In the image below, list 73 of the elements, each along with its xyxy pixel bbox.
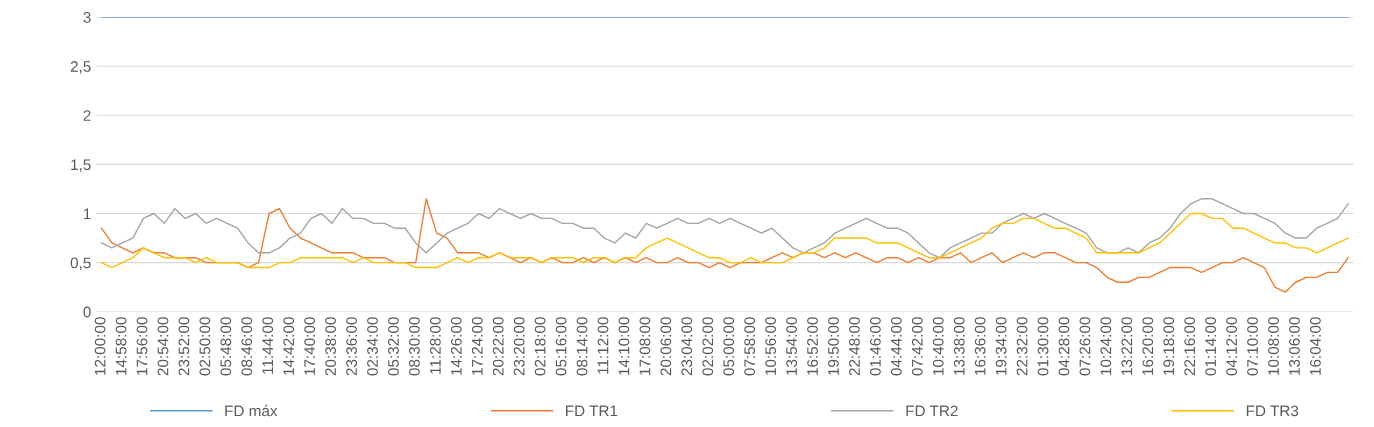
x-tick-label: 23:52:00 <box>178 317 190 376</box>
x-tick-label: 19:50:00 <box>828 317 839 375</box>
x-tick-label: 10:24:00 <box>1100 317 1112 375</box>
legend-label: FD TR3 <box>1246 405 1299 417</box>
x-tick-label: 10:56:00 <box>765 317 777 375</box>
x-tick-label: 17:08:00 <box>639 317 651 375</box>
x-tick-label: 20:22:00 <box>492 317 504 376</box>
x-tick-label: 08:46:00 <box>241 317 253 376</box>
x-tick-label: 17:24:00 <box>471 317 483 375</box>
x-tick-label: 20:06:00 <box>660 317 672 376</box>
x-tick-label: 17:56:00 <box>136 317 148 375</box>
x-tick-label: 02:18:00 <box>534 317 546 376</box>
x-tick-label: 07:58:00 <box>744 317 756 376</box>
x-tick-label: 23:36:00 <box>346 317 357 376</box>
x-tick-label: 16:36:00 <box>974 317 986 375</box>
legend-label: FD TR2 <box>906 405 958 417</box>
x-tick-label: 20:38:00 <box>325 317 337 376</box>
x-tick-label: 05:16:00 <box>555 317 567 376</box>
x-tick-label: 14:58:00 <box>115 317 127 375</box>
x-tick-label: 22:32:00 <box>1016 317 1028 376</box>
x-tick-label: 23:04:00 <box>681 317 693 376</box>
x-tick-label: 13:06:00 <box>1289 317 1300 375</box>
x-tick-label: 11:44:00 <box>262 317 274 374</box>
x-tick-label: 10:40:00 <box>932 317 944 375</box>
x-tick-label: 08:30:00 <box>409 317 420 376</box>
x-tick-label: 08:14:00 <box>576 317 588 376</box>
y-tick-label: 2,5 <box>70 61 91 74</box>
x-tick-label: 13:54:00 <box>786 317 797 375</box>
x-tick-label: 01:30:00 <box>1037 317 1049 376</box>
x-tick-label: 05:00:00 <box>723 317 735 376</box>
legend-label: FD máx <box>225 404 278 417</box>
x-tick-label: 04:44:00 <box>890 317 902 376</box>
x-tick-label: 20:54:00 <box>157 317 169 376</box>
x-tick-label: 23:20:00 <box>513 317 525 376</box>
x-tick-label: 16:20:00 <box>1142 317 1154 375</box>
x-tick-label: 14:42:00 <box>283 317 295 375</box>
x-tick-label: 05:32:00 <box>388 317 399 376</box>
x-tick-label: 10:08:00 <box>1268 317 1279 375</box>
x-tick-label: 22:48:00 <box>849 317 860 376</box>
x-tick-label: 12:00:00 <box>94 317 106 375</box>
y-tick-label: 3 <box>83 11 91 23</box>
x-tick-label: 02:02:00 <box>702 317 714 376</box>
x-tick-label: 14:10:00 <box>618 317 630 375</box>
x-tick-label: 04:12:00 <box>1226 317 1238 376</box>
x-tick-label: 02:34:00 <box>367 317 378 376</box>
x-tick-label: 04:28:00 <box>1058 317 1070 376</box>
x-tick-label: 13:22:00 <box>1121 317 1133 375</box>
y-tick-label: 0,5 <box>70 257 91 271</box>
x-tick-label: 19:18:00 <box>1163 317 1175 375</box>
x-tick-label: 19:34:00 <box>995 317 1007 375</box>
line-series <box>100 212 1349 269</box>
line-series <box>100 198 1349 293</box>
y-tick-label: 0 <box>83 306 91 318</box>
x-tick-label: 07:10:00 <box>1247 317 1258 376</box>
x-tick-label: 07:26:00 <box>1079 317 1091 376</box>
x-tick-label: 11:28:00 <box>429 317 441 374</box>
x-tick-label: 05:48:00 <box>220 317 232 376</box>
y-tick-label: 1 <box>83 208 91 220</box>
x-tick-label: 14:26:00 <box>450 317 462 375</box>
legend-label: FD TR1 <box>566 405 618 417</box>
x-tick-label: 01:46:00 <box>869 317 881 376</box>
x-tick-label: 13:38:00 <box>953 317 965 375</box>
x-tick-label: 07:42:00 <box>911 317 923 376</box>
x-tick-label: 17:40:00 <box>304 317 316 375</box>
x-tick-label: 22:16:00 <box>1184 317 1196 376</box>
y-tick-label: 2 <box>83 110 91 121</box>
x-tick-label: 01:14:00 <box>1205 317 1217 376</box>
x-tick-label: 02:50:00 <box>199 317 211 376</box>
x-tick-label: 16:04:00 <box>1310 317 1321 375</box>
y-tick-label: 1,5 <box>71 159 91 172</box>
x-tick-label: 16:52:00 <box>807 317 818 375</box>
line-series <box>100 198 1349 259</box>
x-tick-label: 11:12:00 <box>597 317 609 374</box>
